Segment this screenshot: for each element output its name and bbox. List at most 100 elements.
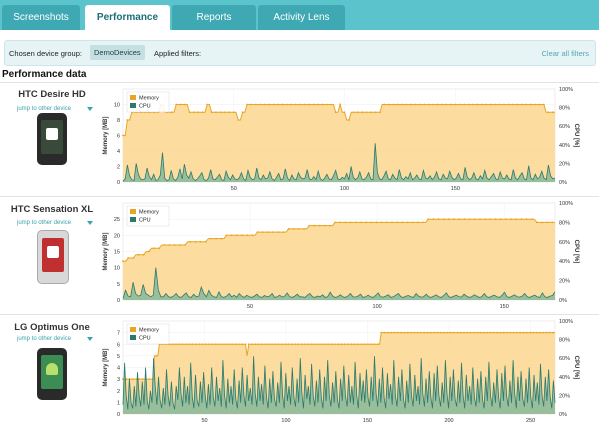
performance-chart[interactable]: 0 2 4 6 8 10 0% 20% 40% 60% 80% 100% 50 100 150 Memory … — [99, 84, 595, 194]
memory-point — [417, 221, 419, 224]
memory-point — [323, 224, 326, 227]
memory-point — [254, 343, 257, 346]
performance-chart[interactable]: 0 1 2 3 4 5 6 7 0% 20% 40% 60% 80% 100% 50 100 150 200 250… — [99, 316, 595, 426]
memory-point — [344, 221, 347, 224]
jump-to-device-link[interactable]: jump to other device — [17, 220, 72, 226]
tab-reports[interactable]: Reports — [172, 5, 256, 30]
tab-performance[interactable]: Performance — [85, 5, 170, 30]
memory-point — [458, 218, 461, 221]
legend-label-cpu: CPU — [139, 218, 151, 224]
memory-point — [410, 103, 412, 106]
memory-point — [520, 103, 523, 106]
memory-point — [506, 331, 508, 334]
chevron-down-icon[interactable] — [87, 107, 93, 111]
memory-point — [277, 103, 279, 106]
x-tick-label: 150 — [451, 186, 460, 192]
memory-point — [360, 221, 362, 224]
memory-point — [360, 343, 363, 346]
y-tick-label-right: 80% — [559, 106, 570, 112]
memory-point — [246, 234, 249, 237]
memory-point — [317, 343, 320, 346]
memory-point — [365, 221, 368, 224]
y-tick-label-right: 60% — [559, 240, 570, 246]
memory-point — [191, 343, 194, 346]
memory-point — [303, 228, 305, 230]
memory-point — [406, 221, 409, 224]
memory-point — [168, 244, 171, 246]
device-name: HTC Desire HD — [18, 89, 86, 100]
memory-point — [304, 343, 306, 346]
memory-point — [485, 103, 488, 106]
memory-point — [541, 221, 543, 224]
memory-point — [178, 343, 181, 346]
memory-point — [414, 103, 417, 106]
memory-point — [463, 218, 466, 221]
memory-point — [343, 343, 346, 346]
memory-point — [436, 103, 439, 106]
memory-point — [516, 103, 519, 106]
y-axis-title-right: CPU [%] — [573, 124, 579, 148]
jump-to-device-link[interactable]: jump to other device — [17, 336, 72, 342]
memory-point — [201, 343, 204, 346]
memory-point — [551, 111, 554, 114]
memory-point — [484, 218, 487, 221]
y-tick-label-right: 0% — [559, 298, 567, 304]
chevron-down-icon[interactable] — [87, 221, 93, 225]
memory-point — [536, 221, 538, 224]
memory-point — [479, 218, 481, 221]
memory-point — [281, 343, 283, 346]
memory-point — [437, 218, 440, 221]
memory-point — [263, 103, 266, 106]
memory-point — [377, 343, 379, 346]
memory-point — [367, 343, 369, 346]
memory-point — [204, 343, 207, 346]
memory-point — [458, 103, 461, 106]
memory-point — [294, 343, 296, 346]
memory-point — [122, 134, 124, 137]
memory-point — [410, 331, 412, 334]
tab-screenshots[interactable]: Screenshots — [2, 5, 80, 30]
memory-point — [241, 234, 243, 237]
tab-activity-lens[interactable]: Activity Lens — [258, 5, 345, 30]
memory-point — [334, 221, 336, 224]
memory-point — [221, 343, 224, 346]
memory-point — [307, 343, 310, 346]
device-name: HTC Sensation XL — [10, 204, 94, 215]
memory-point — [365, 111, 368, 114]
device-screen — [41, 355, 63, 389]
memory-point — [370, 111, 372, 114]
performance-chart[interactable]: 0 5 10 15 20 25 0% 20% 40% 60% 80% 100% 50 100 150 Memo… — [99, 198, 595, 312]
device-group-chip[interactable]: DemoDevices — [90, 45, 145, 60]
memory-point — [210, 111, 213, 114]
memory-point — [532, 331, 535, 334]
memory-point — [363, 343, 366, 346]
legend-label-memory: Memory — [139, 96, 159, 102]
y-axis-title-right: CPU [%] — [573, 240, 579, 264]
memory-point — [208, 343, 210, 346]
memory-point — [498, 103, 501, 106]
y-tick-label-right: 80% — [559, 220, 570, 226]
memory-point — [206, 103, 209, 106]
y-tick-label-right: 20% — [559, 161, 570, 167]
memory-point — [340, 343, 343, 346]
jump-to-device-link[interactable]: jump to other device — [17, 106, 72, 112]
memory-point — [534, 103, 536, 106]
memory-point — [352, 111, 355, 114]
memory-point — [526, 331, 528, 334]
memory-point — [419, 103, 421, 106]
legend-swatch-memory — [130, 327, 136, 332]
memory-point — [375, 221, 378, 224]
memory-point — [312, 103, 315, 106]
memory-point — [251, 234, 254, 237]
cpu-series-line — [122, 356, 556, 410]
clear-filters-link[interactable]: Clear all filters — [541, 49, 589, 58]
memory-point — [286, 103, 288, 106]
memory-point — [235, 234, 238, 237]
memory-point — [449, 331, 452, 334]
y-tick-label-left: 2 — [117, 165, 120, 171]
chevron-down-icon[interactable] — [87, 337, 93, 341]
memory-point — [530, 218, 533, 221]
y-tick-label-right: 100% — [559, 201, 573, 207]
memory-point — [453, 218, 455, 221]
memory-point — [443, 331, 445, 334]
